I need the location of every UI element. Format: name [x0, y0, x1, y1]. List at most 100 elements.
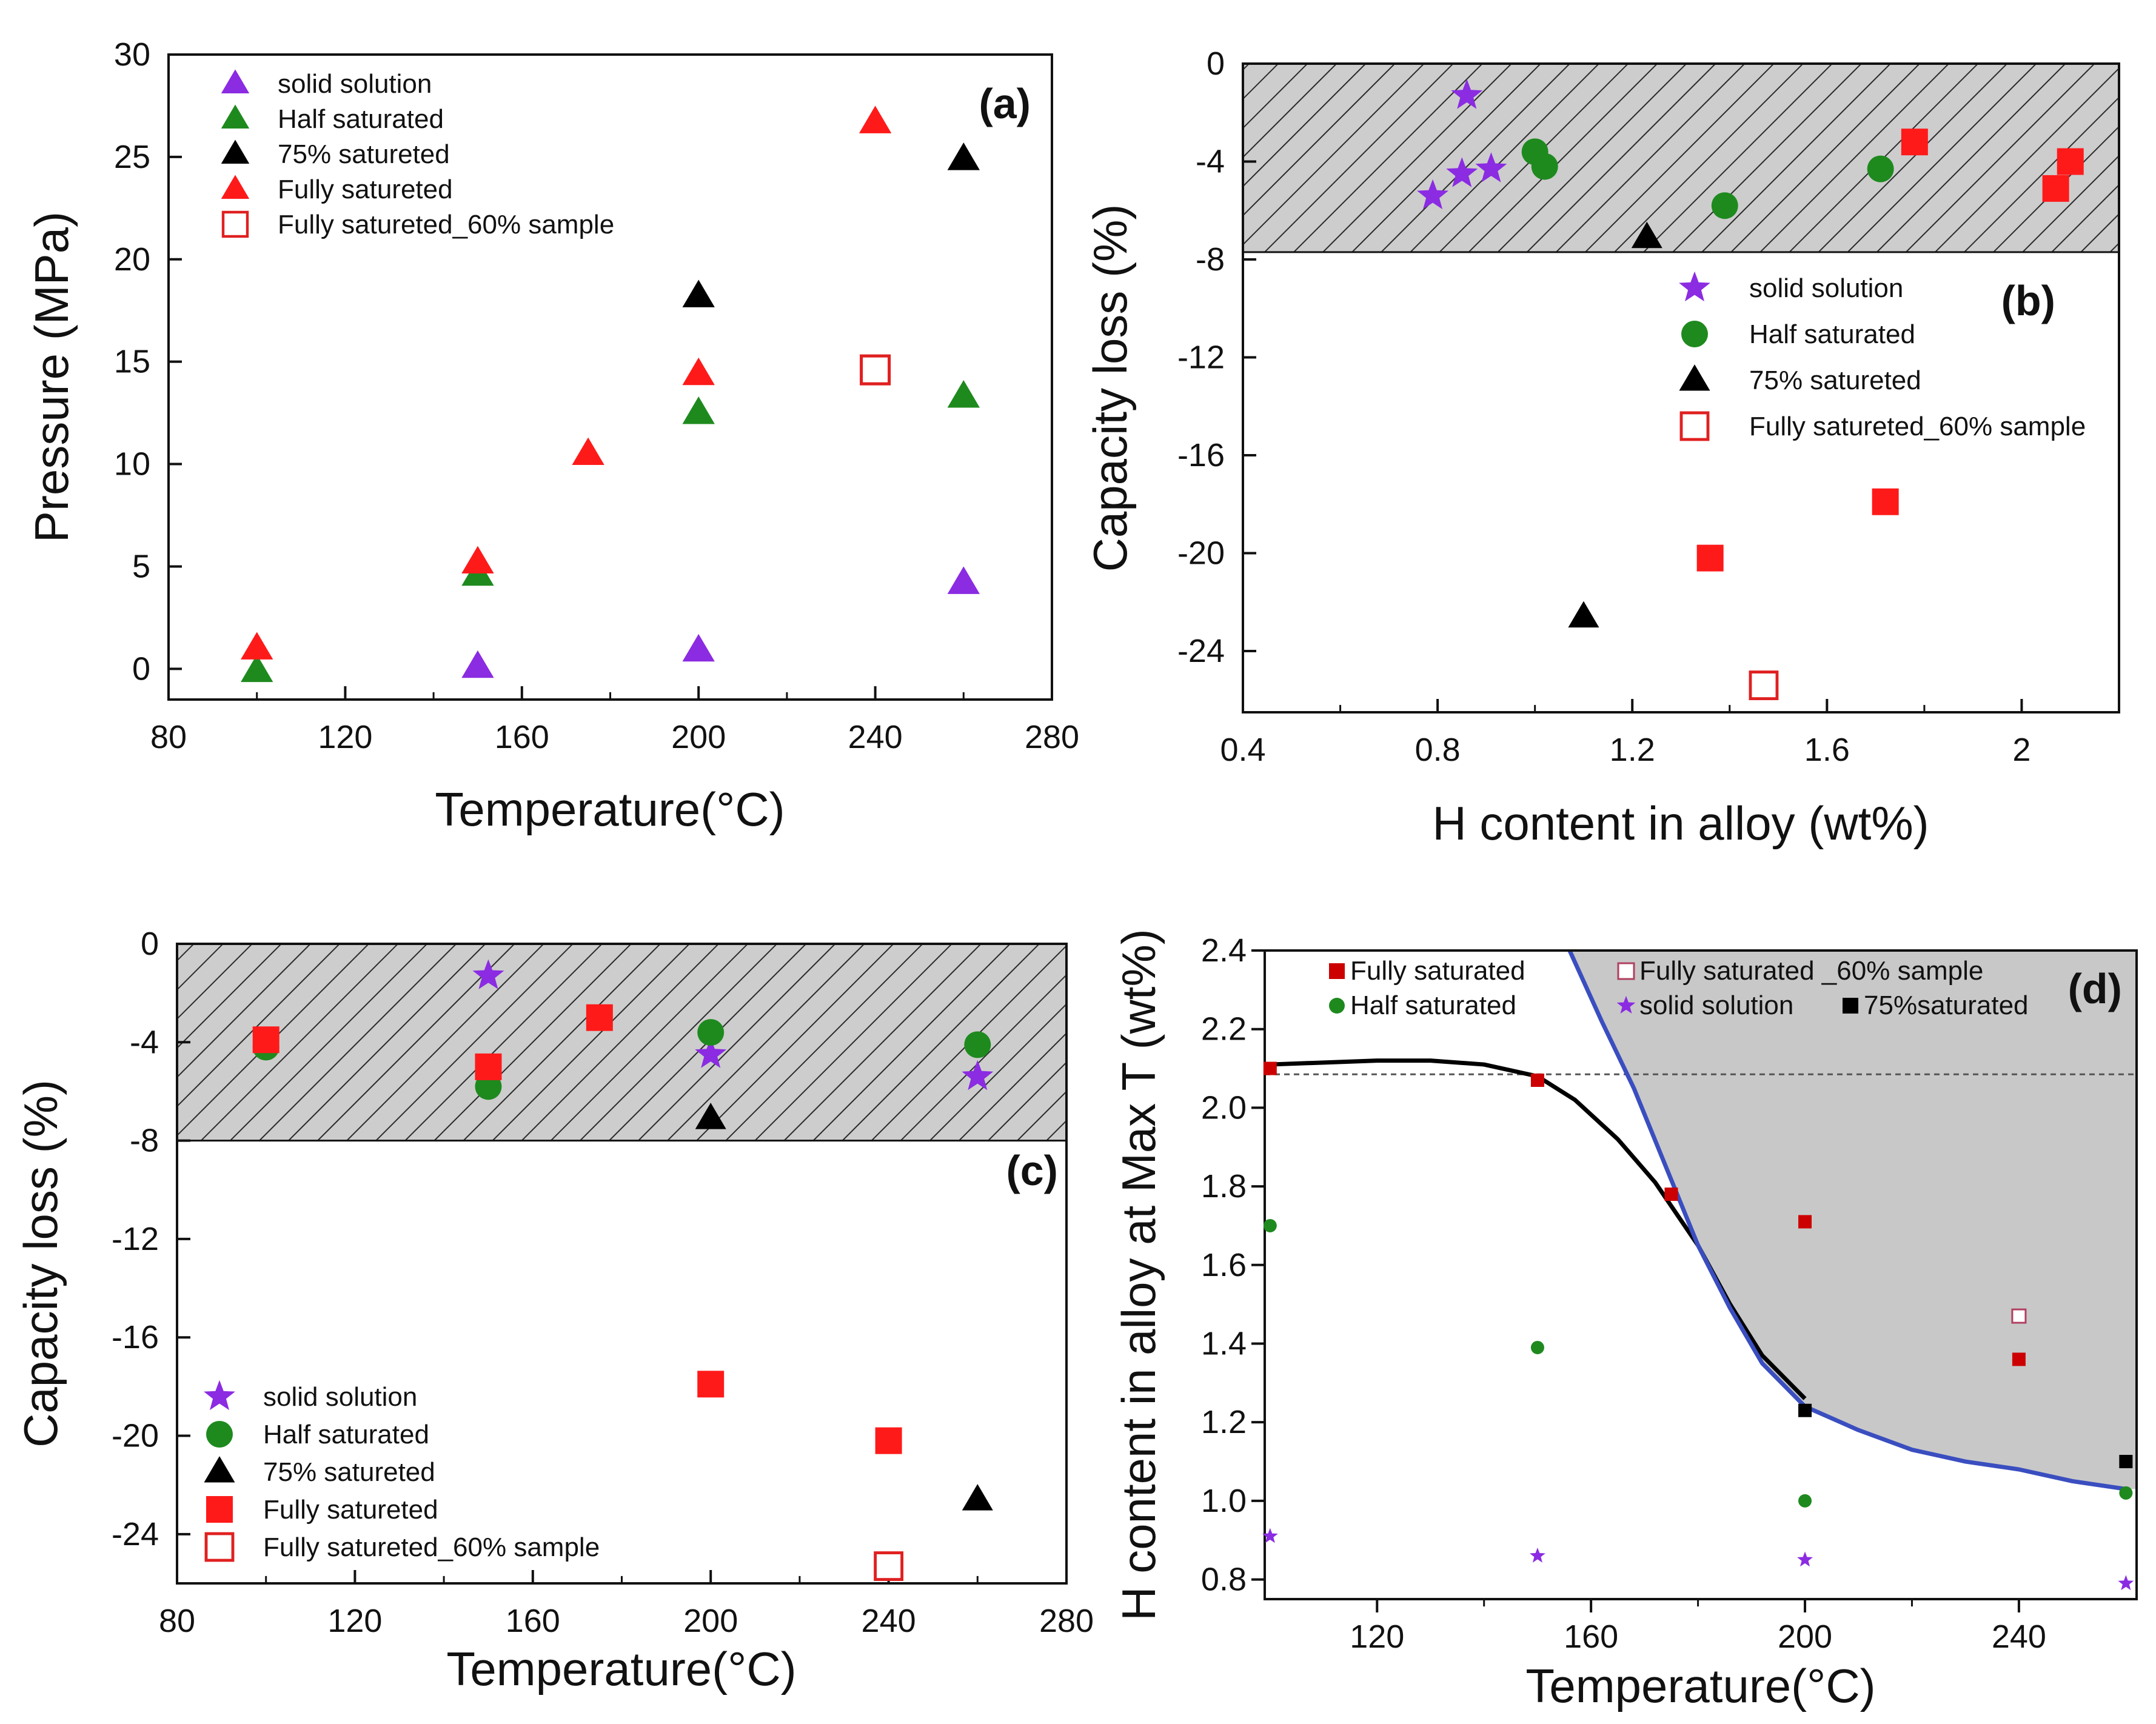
data-point-solid-solution [461, 650, 494, 678]
data-point-half-saturated [964, 1031, 991, 1058]
data-point-75-satureted [947, 142, 980, 170]
data-point-fully-satureted [572, 437, 604, 466]
y-tick-label: 10 [114, 446, 150, 483]
y-tick-label: 0 [132, 650, 150, 687]
x-tick-label: 80 [159, 1603, 195, 1639]
data-point-fully-saturated [2012, 1352, 2026, 1366]
legend-marker-solid-solution [221, 69, 250, 93]
data-point-half-saturated [1867, 155, 1894, 182]
x-tick-label: 0.4 [1220, 732, 1265, 768]
x-tick-label: 280 [1025, 719, 1079, 755]
y-tick-label: 15 [114, 344, 150, 380]
legend-label: Half saturated [263, 1420, 429, 1449]
y-tick-label: -24 [112, 1516, 159, 1552]
chart-panel-d: 120 160 200 240 0.8 1.0 1.2 1.4 1.6 1.8 2.0 2.2 2.4 T… [1112, 929, 2138, 1712]
chart-panel-b: 0.4 0.8 1.2 1.6 2 0 -4 -8 -12 -16 -20 -24 H content … [1083, 45, 2120, 850]
y-tick-label: -16 [112, 1319, 159, 1355]
legend-label: Half saturated [278, 104, 444, 134]
data-point-fully-satureted [586, 1004, 613, 1031]
data-point-solid-solution [1446, 157, 1478, 187]
y-tick-label: -8 [1196, 241, 1225, 278]
x-axis-label: Temperature(°C) [446, 1642, 796, 1696]
data-point-fully-satureted [475, 1053, 502, 1080]
legend-label: solid solution [278, 69, 432, 99]
panel-label: (c) [1006, 1147, 1058, 1194]
legend-marker-fully-saturated [1329, 963, 1345, 979]
x-tick-label: 80 [150, 719, 187, 755]
y-axis-label: H content in alloy at Max T (wt%) [1112, 929, 1165, 1621]
data-point-fully-satureted [461, 546, 494, 574]
x-tick-label: 160 [1564, 1619, 1618, 1655]
panel-label: (b) [2001, 277, 2055, 324]
y-tick-label: 0.8 [1201, 1562, 1247, 1598]
data-point-fully-satureted [1901, 129, 1928, 156]
x-axis-label: H content in alloy (wt%) [1432, 797, 1929, 850]
y-tick-label: -4 [130, 1024, 159, 1060]
data-point-fully-satureted [2042, 175, 2069, 202]
legend-label: Fully saturated [1350, 956, 1525, 986]
data-point-half-saturated [1530, 1340, 1544, 1354]
x-tick-label: 240 [1992, 1619, 2046, 1655]
data-point-75-satureted [1568, 601, 1599, 628]
data-point-75-satureted [962, 1484, 993, 1511]
legend-marker-75-satureted [221, 139, 250, 164]
legend-marker-fully-satureted-60-sample [204, 1532, 235, 1562]
shaded-region [1569, 951, 2137, 1489]
panel-label: (a) [979, 80, 1031, 127]
x-tick-label: 160 [506, 1603, 560, 1639]
y-tick-label: -8 [130, 1123, 159, 1159]
data-point-half-saturated [241, 654, 273, 683]
legend-marker-half-saturated [1329, 998, 1345, 1014]
x-tick-label: 240 [848, 719, 903, 755]
data-point-75-satureted [1631, 221, 1662, 249]
x-tick-label: 200 [1778, 1619, 1832, 1655]
legend-marker-half-saturated [206, 1421, 233, 1448]
chart-panel-a: 80 120 160 200 240 280 0 5 10 15 20 25 30 Temperature… [25, 36, 1079, 836]
y-tick-label: 1.4 [1201, 1325, 1247, 1361]
data-point-fully-saturated [1263, 1061, 1277, 1075]
x-tick-label: 200 [683, 1603, 738, 1639]
data-point-fully-satureted [697, 1371, 725, 1398]
legend-label: Fully satureted [263, 1495, 438, 1525]
data-point-half-saturated [1531, 153, 1558, 180]
data-point-75-saturated [1798, 1403, 1812, 1417]
data-point-fully-saturated [1664, 1188, 1678, 1201]
legend-marker-fully-saturated-60-sample [1617, 962, 1635, 980]
legend: solid solution Half saturated 75% saturete… [1679, 271, 2086, 441]
y-tick-label: 0 [141, 926, 159, 962]
y-tick-label: 1.6 [1201, 1247, 1247, 1283]
data-point-fully-satureted [1872, 488, 1899, 515]
y-tick-label: 30 [114, 36, 150, 73]
y-tick-label: -12 [1177, 339, 1225, 376]
data-point-fully-satureted [1696, 544, 1724, 572]
shaded-region [1242, 62, 2120, 253]
data-point-fully-satureted-60-sample [860, 354, 891, 386]
legend-label: Half saturated [1350, 991, 1516, 1020]
data-point-solid-solution [682, 633, 715, 662]
x-tick-label: 280 [1039, 1603, 1094, 1639]
data-point-solid-solution [1530, 1548, 1545, 1563]
data-point-solid-solution [1451, 79, 1483, 109]
legend-label: solid solution [263, 1382, 417, 1412]
data-point-solid-solution [962, 1060, 994, 1091]
plot-frame [1264, 949, 2138, 1600]
data-point-solid-solution [472, 959, 504, 989]
legend-marker-half-saturated [1681, 321, 1708, 347]
data-point-solid-solution [1417, 179, 1448, 210]
legend-marker-fully-satureted-60-sample [1679, 411, 1710, 441]
legend-marker-solid-solution [1616, 995, 1636, 1014]
x-tick-label: 200 [671, 719, 726, 755]
y-tick-label: -12 [112, 1221, 159, 1257]
legend-marker-75-saturated [1843, 998, 1858, 1014]
boundary-curve [1567, 951, 2126, 1491]
legend-label: Fully satureted [278, 175, 453, 204]
y-tick-label: -24 [1177, 633, 1225, 669]
data-point-fully-satureted [682, 357, 715, 386]
legend-label: Half saturated [1749, 319, 1915, 349]
data-point-fully-satureted [875, 1427, 902, 1454]
y-tick-label: 25 [114, 139, 150, 175]
y-tick-label: 20 [114, 241, 150, 278]
y-tick-label: 0 [1207, 45, 1225, 82]
y-tick-label: -16 [1177, 437, 1225, 473]
